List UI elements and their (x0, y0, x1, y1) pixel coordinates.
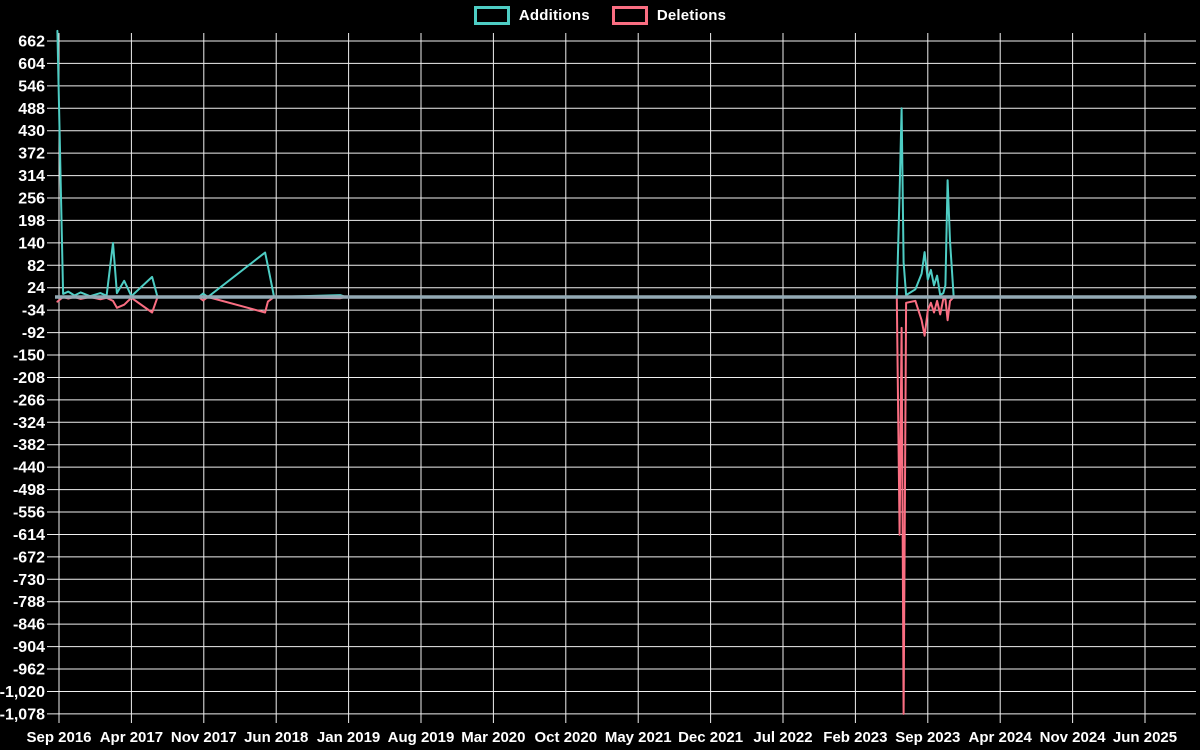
svg-text:-672: -672 (13, 549, 45, 566)
svg-text:Jan 2019: Jan 2019 (317, 729, 380, 746)
svg-text:-208: -208 (13, 370, 45, 387)
svg-text:-34: -34 (22, 303, 45, 320)
svg-text:-556: -556 (13, 505, 45, 522)
svg-text:-846: -846 (13, 617, 45, 634)
svg-text:Jun 2025: Jun 2025 (1113, 729, 1177, 746)
svg-text:-730: -730 (13, 572, 45, 589)
svg-text:256: 256 (18, 190, 45, 207)
svg-text:430: 430 (18, 123, 45, 140)
svg-text:-962: -962 (13, 662, 45, 679)
svg-text:Aug 2019: Aug 2019 (388, 729, 455, 746)
y-axis-labels: 662 604 546 488 430 372 314 256 198 140 82 24 -34 -92… (0, 33, 45, 723)
svg-text:Jun 2018: Jun 2018 (244, 729, 308, 746)
svg-text:24: 24 (27, 280, 45, 297)
svg-text:-904: -904 (13, 639, 45, 656)
svg-text:Jul 2022: Jul 2022 (753, 729, 812, 746)
svg-text:-1,020: -1,020 (0, 684, 45, 701)
gridlines (47, 33, 1196, 723)
svg-text:-382: -382 (13, 437, 45, 454)
svg-text:-324: -324 (13, 415, 45, 432)
svg-text:-92: -92 (22, 325, 45, 342)
svg-text:Feb 2023: Feb 2023 (823, 729, 887, 746)
svg-text:546: 546 (18, 78, 45, 95)
chart-legend: Additions Deletions (0, 6, 1200, 25)
svg-text:-614: -614 (13, 527, 45, 544)
svg-text:Sep 2016: Sep 2016 (26, 729, 91, 746)
svg-text:-498: -498 (13, 482, 45, 499)
legend-item-additions[interactable]: Additions (473, 6, 590, 25)
svg-text:372: 372 (18, 146, 45, 163)
svg-text:Dec 2021: Dec 2021 (678, 729, 743, 746)
x-axis-labels: Sep 2016 Apr 2017 Nov 2017 Jun 2018 Jan 2019… (26, 729, 1177, 746)
svg-text:Mar 2020: Mar 2020 (461, 729, 525, 746)
svg-text:-440: -440 (13, 460, 45, 477)
svg-text:82: 82 (27, 258, 45, 275)
svg-text:Oct 2020: Oct 2020 (535, 729, 598, 746)
svg-text:Nov 2017: Nov 2017 (171, 729, 237, 746)
svg-text:198: 198 (18, 213, 45, 230)
svg-text:-788: -788 (13, 594, 45, 611)
additions-line (56, 29, 1197, 298)
svg-text:Apr 2024: Apr 2024 (969, 729, 1033, 746)
svg-text:-1,078: -1,078 (0, 706, 45, 723)
svg-text:488: 488 (18, 101, 45, 118)
svg-text:Apr 2017: Apr 2017 (100, 729, 163, 746)
legend-label-additions: Additions (518, 7, 590, 24)
svg-text:604: 604 (18, 56, 45, 73)
svg-text:Nov 2024: Nov 2024 (1040, 729, 1107, 746)
svg-text:-150: -150 (13, 348, 45, 365)
legend-item-deletions[interactable]: Deletions (611, 6, 727, 25)
additions-swatch-icon (473, 6, 510, 25)
svg-text:314: 314 (18, 168, 45, 185)
deletions-line (56, 296, 1197, 715)
svg-text:140: 140 (18, 235, 45, 252)
legend-label-deletions: Deletions (656, 7, 727, 24)
svg-text:May 2021: May 2021 (605, 729, 672, 746)
deletions-swatch-icon (611, 6, 648, 25)
svg-text:Sep 2023: Sep 2023 (895, 729, 960, 746)
svg-text:662: 662 (18, 33, 45, 50)
svg-text:-266: -266 (13, 392, 45, 409)
